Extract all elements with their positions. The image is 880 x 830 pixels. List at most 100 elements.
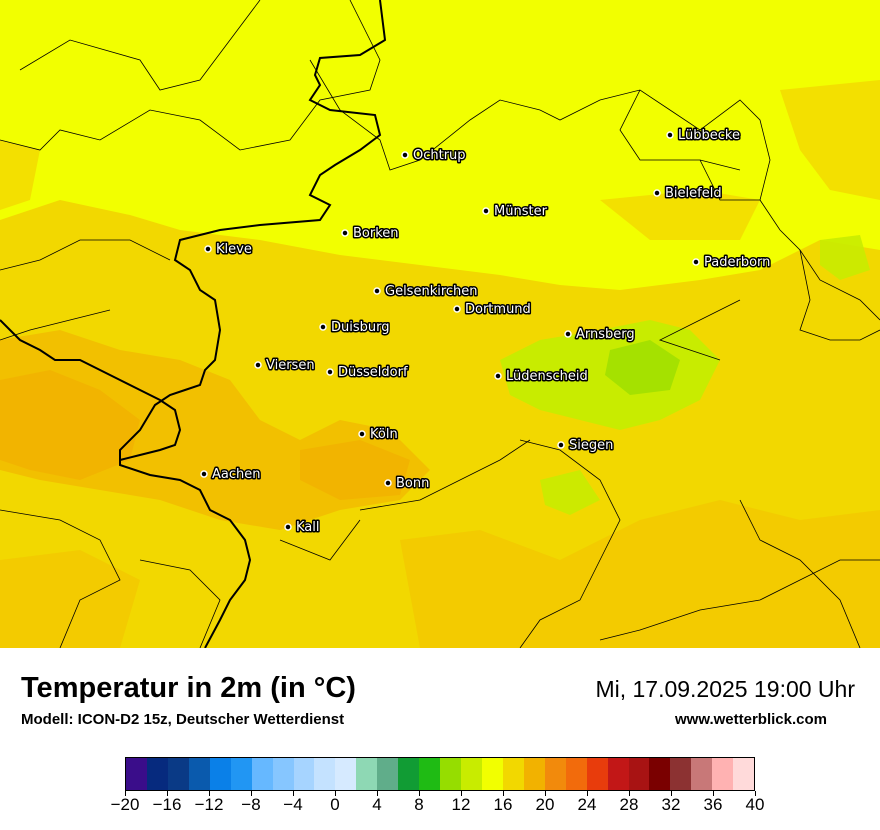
colorbar-tick: [587, 791, 588, 796]
colorbar-cell: [712, 758, 734, 790]
city-dot: [254, 361, 262, 369]
city-label: Düsseldorf: [338, 365, 408, 380]
city-label: Bonn: [396, 476, 429, 491]
colorbar-cell: [167, 758, 189, 790]
city-label: Gelsenkirchen: [385, 284, 478, 299]
colorbar-cell: [314, 758, 336, 790]
temperature-zone-12: [605, 340, 680, 395]
colorbar-cell: [628, 758, 650, 790]
city-dot: [358, 430, 366, 438]
colorbar-cell: [398, 758, 420, 790]
colorbar-cell: [481, 758, 503, 790]
colorbar-tick: [335, 791, 336, 796]
city-marker: Aachen: [200, 466, 262, 484]
colorbar-cell: [502, 758, 524, 790]
city-dot: [341, 229, 349, 237]
colorbar-tick: [461, 791, 462, 796]
city-marker: Duisburg: [319, 319, 391, 337]
colorbar-cell: [377, 758, 399, 790]
city-dot: [401, 151, 409, 159]
colorbar-tick-label: −20: [110, 795, 140, 814]
map-canvas: Lübbecke Ochtrup Bielefeld Münster Borken Kle…: [0, 0, 880, 648]
city-marker: Viersen: [254, 357, 316, 375]
colorbar-ticks: −20 −16 −12 −8 −4 0 4 8 12 16 20 24 28 32 36 40: [111, 791, 764, 821]
colorbar-tick: [755, 791, 756, 796]
city-label: Kleve: [216, 242, 252, 257]
temperature-zone-14-east: [540, 235, 870, 515]
city-dot: [326, 368, 334, 376]
colorbar-tick-label: 32: [661, 795, 681, 814]
colorbar-tick-label: 4: [372, 795, 382, 814]
city-dot: [373, 287, 381, 295]
colorbar-cell: [733, 758, 755, 790]
colorbar-tick: [125, 791, 126, 796]
colorbar-tick-label: 16: [493, 795, 513, 814]
colorbar-cell: [126, 758, 147, 790]
city-marker: Arnsberg: [564, 326, 636, 344]
colorbar-cell: [523, 758, 545, 790]
city-marker: Lüdenscheid: [494, 368, 589, 386]
city-markers: Lübbecke Ochtrup Bielefeld Münster Borken Kle…: [200, 127, 772, 537]
city-label: Köln: [370, 427, 398, 442]
city-marker: Münster: [482, 203, 549, 221]
city-label: Paderborn: [704, 255, 770, 270]
colorbar-cell: [440, 758, 461, 790]
city-marker: Lübbecke: [666, 127, 741, 145]
city-dot: [692, 258, 700, 266]
city-label: Viersen: [266, 358, 315, 373]
temperature-zone-20-south: [0, 500, 880, 648]
colorbar-tick-label: 20: [535, 795, 555, 814]
colorbar-tick-label: 0: [330, 795, 340, 814]
city-marker: Gelsenkirchen: [373, 283, 479, 301]
temperature-colorbar: [125, 757, 755, 791]
colorbar-tick-label: 8: [414, 795, 424, 814]
city-label: Münster: [494, 204, 548, 219]
temperature-zone-21: [0, 370, 410, 500]
city-dot: [494, 372, 502, 380]
city-marker: Borken: [341, 225, 400, 243]
colorbar-tick-label: 40: [745, 795, 765, 814]
colorbar-cell: [251, 758, 273, 790]
city-label: Dortmund: [465, 302, 531, 317]
colorbar-tick-label: −8: [241, 795, 261, 814]
colorbar-tick: [671, 791, 672, 796]
city-dot: [284, 523, 292, 531]
city-marker: Dortmund: [453, 301, 532, 319]
temperature-zone-18-north: [0, 80, 880, 240]
city-marker: Siegen: [557, 437, 615, 455]
city-label: Arnsberg: [576, 327, 635, 342]
city-label: Siegen: [569, 438, 613, 453]
city-marker: Düsseldorf: [326, 364, 409, 382]
website-link[interactable]: www.wetterblick.com: [675, 711, 827, 728]
city-dot: [666, 131, 674, 139]
colorbar-cell: [607, 758, 629, 790]
city-dot: [200, 470, 208, 478]
colorbar-tick-label: −16: [152, 795, 182, 814]
map-title: Temperatur in 2m (in °C): [21, 672, 356, 704]
colorbar-tick: [377, 791, 378, 796]
city-marker: Kleve: [204, 241, 253, 259]
colorbar-cell: [649, 758, 671, 790]
colorbar-cell: [188, 758, 210, 790]
city-marker: Paderborn: [692, 254, 772, 272]
city-dot: [319, 323, 327, 331]
city-label: Lübbecke: [678, 128, 740, 143]
national-border: [0, 0, 387, 648]
model-source: Modell: ICON-D2 15z, Deutscher Wetterdie…: [21, 711, 345, 728]
city-dot: [557, 441, 565, 449]
city-marker: Kall: [284, 519, 321, 537]
colorbar-tick: [545, 791, 546, 796]
colorbar-cell: [230, 758, 252, 790]
colorbar-tick: [503, 791, 504, 796]
colorbar-cell: [209, 758, 231, 790]
city-dot: [564, 330, 572, 338]
colorbar-tick: [713, 791, 714, 796]
city-dot: [653, 189, 661, 197]
city-label: Kall: [296, 520, 320, 535]
colorbar-tick: [209, 791, 210, 796]
city-label: Bielefeld: [665, 186, 722, 201]
colorbar-cell: [565, 758, 587, 790]
colorbar-cell: [670, 758, 692, 790]
colorbar-tick: [293, 791, 294, 796]
city-dot: [482, 207, 490, 215]
